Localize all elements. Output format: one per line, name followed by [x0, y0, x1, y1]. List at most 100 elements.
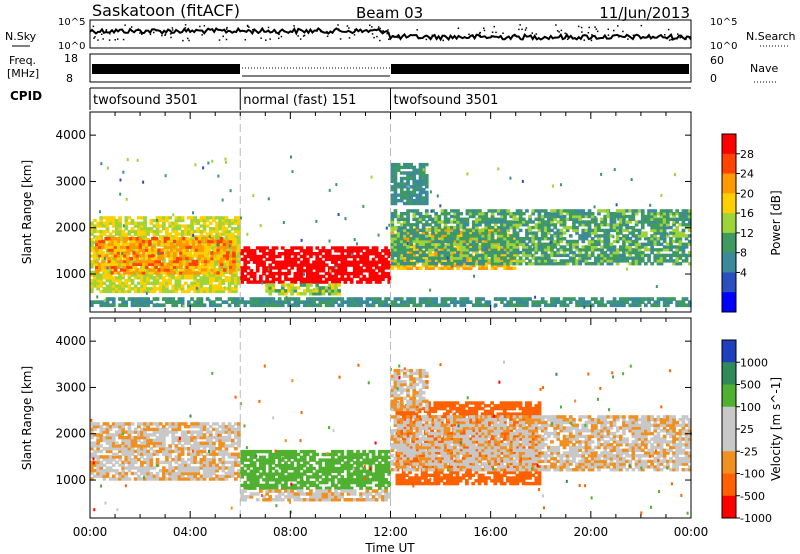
scatter-point	[575, 299, 578, 303]
data-cell	[409, 190, 413, 195]
data-cell	[550, 242, 554, 246]
data-cell	[321, 289, 326, 293]
data-cell	[312, 297, 316, 301]
data-cell	[356, 271, 360, 276]
data-cell	[393, 168, 398, 172]
data-cell	[409, 231, 413, 235]
data-cell	[127, 278, 132, 283]
data-cell	[446, 212, 451, 216]
data-cell	[135, 262, 140, 266]
data-cell	[424, 174, 429, 178]
data-cell	[584, 300, 589, 304]
data-cell	[612, 220, 617, 224]
data-cell	[110, 271, 115, 275]
noise-search-dot	[293, 25, 295, 27]
data-cell	[537, 242, 542, 246]
data-cell	[493, 253, 498, 258]
data-cell	[572, 245, 576, 249]
data-cell	[428, 300, 432, 304]
data-cell	[108, 216, 113, 220]
data-cell	[431, 209, 435, 213]
noise-search-dot	[326, 35, 329, 37]
data-cell	[431, 256, 435, 260]
data-cell	[556, 262, 561, 266]
scatter-point	[172, 213, 175, 217]
data-cell	[565, 303, 570, 308]
data-cell	[418, 303, 423, 308]
data-cell	[481, 237, 485, 241]
data-cell	[158, 276, 163, 280]
data-cell	[559, 237, 564, 241]
data-cell	[146, 303, 150, 308]
data-cell	[512, 228, 517, 233]
data-cell	[168, 232, 172, 236]
data-cell	[500, 217, 504, 221]
data-cell	[315, 286, 320, 290]
data-cell	[331, 280, 335, 284]
data-cell	[390, 303, 395, 308]
data-cell	[201, 251, 205, 255]
freq-left-tick-bottom: 8	[66, 72, 73, 85]
data-cell	[234, 251, 238, 255]
data-cell	[406, 245, 410, 249]
data-cell	[484, 256, 489, 260]
data-cell	[132, 242, 137, 247]
data-cell	[509, 237, 514, 241]
data-cell	[584, 250, 589, 255]
data-cell	[141, 259, 146, 264]
data-cell	[90, 248, 94, 253]
data-cell	[462, 234, 467, 238]
noise-search-dot	[425, 38, 428, 41]
data-cell	[107, 239, 112, 244]
data-cell	[98, 245, 102, 249]
data-cell	[359, 300, 363, 304]
data-cell	[290, 257, 294, 262]
data-cell	[669, 253, 673, 258]
data-cell	[421, 297, 426, 301]
data-cell	[406, 179, 410, 183]
data-cell	[403, 162, 407, 167]
data-cell	[547, 256, 551, 260]
data-cell	[172, 259, 177, 264]
data-cell	[487, 247, 492, 251]
data-cell	[597, 212, 601, 216]
noise-search-dot	[100, 33, 103, 36]
noise-search-dot	[491, 31, 494, 33]
data-cell	[99, 224, 104, 228]
data-cell	[587, 262, 592, 266]
data-cell	[666, 214, 670, 219]
data-cell	[481, 266, 485, 270]
data-cell	[218, 268, 222, 272]
data-cell	[446, 225, 451, 230]
data-cell	[446, 234, 451, 238]
data-cell	[133, 229, 138, 234]
data-cell	[568, 209, 573, 213]
data-cell	[271, 303, 276, 308]
data-cell	[265, 300, 269, 304]
data-cell	[155, 297, 160, 301]
data-cell	[368, 252, 373, 256]
data-cell	[368, 269, 373, 273]
data-cell	[171, 289, 176, 294]
data-cell	[224, 235, 229, 239]
data-cell	[331, 277, 335, 281]
data-cell	[390, 228, 395, 233]
data-cell	[129, 237, 133, 241]
data-cell	[471, 250, 476, 254]
data-cell	[396, 248, 401, 252]
data-cell	[185, 262, 190, 266]
data-cell	[650, 242, 654, 246]
data-cell	[249, 271, 254, 276]
data-cell	[312, 280, 316, 284]
data-cell	[309, 254, 313, 259]
data-cell	[424, 297, 429, 301]
data-cell	[365, 254, 370, 259]
data-cell	[356, 303, 360, 308]
data-cell	[197, 271, 202, 275]
noise-search-dot	[222, 35, 224, 38]
data-cell	[634, 239, 639, 244]
data-cell	[450, 258, 454, 262]
data-cell	[277, 303, 282, 308]
data-cell	[262, 254, 266, 259]
data-cell	[531, 300, 536, 304]
